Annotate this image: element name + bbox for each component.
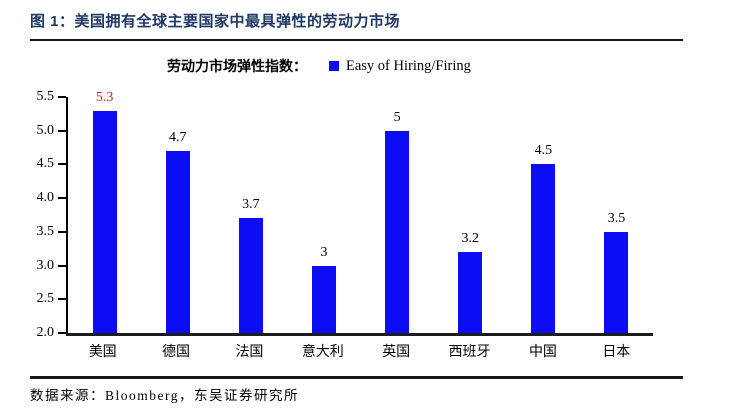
figure-title: 图 1：美国拥有全球主要国家中最具弹性的劳动力市场 [30, 13, 401, 30]
legend-prefix-label: 劳动力市场弹性指数： [167, 58, 307, 74]
bar-value-label: 4.7 [168, 129, 187, 145]
y-tick-label: 5.5 [36, 89, 55, 104]
title-divider-line [30, 39, 683, 41]
bar-value-label: 3.2 [461, 231, 479, 247]
category-label: 日本 [602, 345, 631, 360]
bar-slot: 5.3 [68, 90, 141, 333]
y-tick-mark [57, 264, 66, 267]
y-tick-mark [57, 163, 66, 166]
y-axis-labels: 5.5 5.0 4.5 4.0 3.5 3.0 2.5 2.0 [10, 89, 55, 340]
bar-slot: 3.7 [214, 97, 287, 333]
y-tick-label: 3.5 [36, 223, 55, 239]
bar-value-label: 4.5 [534, 143, 553, 159]
footer-divider-line [30, 376, 683, 379]
bar-value-label: 3.7 [242, 197, 260, 213]
y-tick-label: 4.0 [36, 190, 55, 206]
y-tick-mark [57, 332, 66, 334]
y-tick-mark [57, 96, 66, 98]
bar [92, 110, 117, 333]
legend-square-marker-icon [329, 61, 339, 71]
bar [458, 252, 483, 333]
bars: 5.3 4.7 3.7 3 5 3.2 4.5 3.5 [68, 90, 653, 333]
bar-slot: 3.5 [580, 97, 653, 333]
category-label: 意大利 [301, 345, 344, 360]
category-label: 美国 [88, 345, 117, 360]
bar [238, 218, 263, 333]
y-tick-mark [57, 298, 66, 301]
y-tick-mark [57, 230, 66, 233]
bar-value-label: 3.5 [607, 210, 626, 226]
source-note: 数据来源：Bloomberg，东吴证券研究所 [30, 388, 299, 403]
y-tick-label: 3.0 [36, 257, 55, 273]
category-label: 中国 [528, 345, 557, 360]
x-axis-category-labels: 美国 德国 法国 意大利 英国 西班牙 中国 日本 [66, 341, 653, 361]
bar-value-label: 3 [320, 244, 328, 260]
y-tick-label: 2.0 [36, 325, 55, 340]
bar [531, 164, 556, 333]
bar-value-label: 5.3 [95, 89, 114, 105]
bar [165, 150, 190, 333]
category-label: 法国 [235, 345, 264, 360]
bar-slot: 3 [287, 97, 360, 333]
y-tick-label: 2.5 [36, 291, 55, 307]
bar-value-label: 5 [393, 109, 401, 125]
bar [604, 231, 629, 333]
category-label: 西班牙 [448, 345, 491, 360]
y-tick-mark [57, 129, 66, 132]
bar-chart-plot-area: 5.3 4.7 3.7 3 5 3.2 4.5 3.5 [57, 90, 653, 336]
y-tick-mark [57, 197, 66, 200]
y-tick-label: 4.5 [36, 156, 55, 172]
legend-series-label: Easy of Hiring/Firing [346, 57, 471, 74]
bar-slot: 4.7 [141, 97, 214, 333]
y-tick-label: 5.0 [36, 122, 55, 138]
chart-legend: 劳动力市场弹性指数： Easy of Hiring/Firing [167, 57, 471, 75]
bar-slot: 3.2 [434, 97, 507, 333]
bar [311, 265, 336, 333]
bar-slot: 4.5 [507, 97, 580, 333]
category-label: 英国 [382, 345, 411, 360]
bar-slot: 5 [361, 97, 434, 333]
category-label: 德国 [162, 345, 191, 360]
bar [385, 130, 410, 333]
